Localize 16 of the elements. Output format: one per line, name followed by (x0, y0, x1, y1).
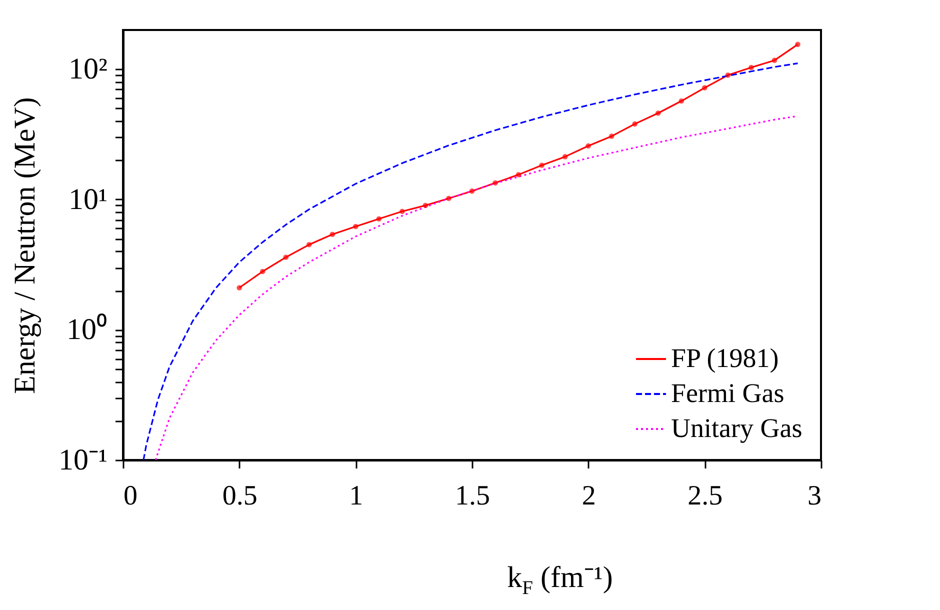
x-tick-label: 1.5 (455, 480, 490, 512)
legend-label: Fermi Gas (671, 378, 784, 408)
legend-label: Unitary Gas (671, 413, 802, 443)
x-tick-label: 3 (808, 480, 822, 512)
x-tick-label: 2 (582, 480, 596, 512)
legend-label: FP (1981) (671, 343, 779, 373)
x-tick-label: 0.5 (222, 480, 258, 512)
x-axis-title: k$_{F}$ (fm⁻¹) (506, 560, 614, 600)
x-tick-label: 2.5 (688, 480, 723, 512)
y-tick-label: 10¹ (68, 182, 108, 216)
y-tick-label: 10⁻¹ (58, 444, 108, 476)
x-tick-label: 1 (349, 480, 364, 512)
x-tick-label: 0 (124, 480, 138, 512)
y-tick-label: 10⁰ (66, 313, 108, 346)
y-axis-title: Energy / Neutron (MeV) (8, 97, 42, 394)
y-tick-label: 10² (68, 52, 108, 86)
